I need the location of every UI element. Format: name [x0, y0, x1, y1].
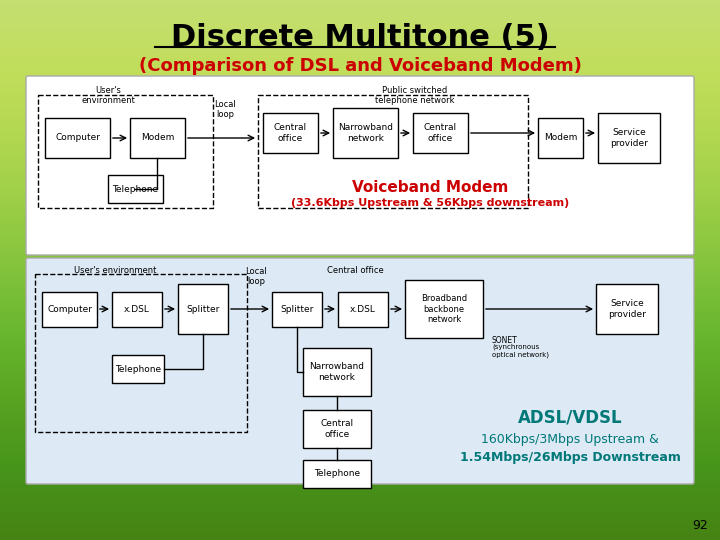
Text: (33.6Kbps Upstream & 56Kbps downstream): (33.6Kbps Upstream & 56Kbps downstream) [291, 198, 569, 208]
Bar [263, 113, 318, 153]
Bar [303, 348, 371, 396]
Bar [333, 108, 398, 158]
Bar [272, 292, 322, 327]
Text: (synchronous
optical network): (synchronous optical network) [492, 344, 549, 358]
Text: Service
provider: Service provider [610, 129, 648, 148]
Text: 160Kbps/3Mbps Upstream &: 160Kbps/3Mbps Upstream & [481, 434, 659, 447]
Text: Local
loop: Local loop [245, 267, 267, 286]
Text: Service
provider: Service provider [608, 299, 646, 319]
Bar [303, 410, 371, 448]
Text: Broadband
backbone
network: Broadband backbone network [421, 294, 467, 324]
Text: Modem: Modem [141, 133, 174, 143]
Text: Central
office: Central office [424, 123, 457, 143]
Bar [413, 113, 468, 153]
Text: (Comparison of DSL and Voiceband Modem): (Comparison of DSL and Voiceband Modem) [138, 57, 582, 75]
Text: Central
office: Central office [274, 123, 307, 143]
Text: User's
environment: User's environment [81, 86, 135, 105]
Bar [112, 292, 162, 327]
Bar [38, 95, 213, 208]
Text: Splitter: Splitter [186, 305, 220, 314]
Text: Discrete Multitone (5): Discrete Multitone (5) [171, 24, 549, 52]
Text: Computer: Computer [47, 305, 92, 314]
Text: x.DSL: x.DSL [124, 305, 150, 314]
Text: Splitter: Splitter [280, 305, 314, 314]
Text: Modem: Modem [544, 133, 577, 143]
Text: 92: 92 [692, 519, 708, 532]
Text: Public switched
telephone network: Public switched telephone network [375, 86, 455, 105]
Text: 1.54Mbps/26Mbps Downstream: 1.54Mbps/26Mbps Downstream [459, 450, 680, 463]
Text: ADSL/VDSL: ADSL/VDSL [518, 409, 622, 427]
Bar [108, 175, 163, 203]
Bar [45, 118, 110, 158]
Text: Local
loop: Local loop [214, 100, 236, 119]
Text: SONET: SONET [492, 336, 518, 345]
Bar [35, 274, 247, 432]
Bar [598, 113, 660, 163]
Text: Central
office: Central office [320, 419, 354, 438]
Text: Telephone: Telephone [314, 469, 360, 478]
Text: Telephone: Telephone [115, 364, 161, 374]
FancyBboxPatch shape [26, 258, 694, 484]
Text: User's environment: User's environment [74, 266, 156, 275]
Bar [178, 284, 228, 334]
Bar [303, 460, 371, 488]
Bar [130, 118, 185, 158]
Text: Computer: Computer [55, 133, 100, 143]
Bar [338, 292, 388, 327]
Text: Narrowband
network: Narrowband network [338, 123, 393, 143]
Bar [405, 280, 483, 338]
Text: Voiceband Modem: Voiceband Modem [352, 180, 508, 195]
Bar [538, 118, 583, 158]
Text: Central office: Central office [327, 266, 383, 275]
Bar [258, 95, 528, 208]
Text: Telephone: Telephone [112, 185, 158, 193]
FancyBboxPatch shape [26, 76, 694, 255]
Text: Narrowband
network: Narrowband network [310, 362, 364, 382]
Text: x.DSL: x.DSL [350, 305, 376, 314]
Bar [112, 355, 164, 383]
Bar [42, 292, 97, 327]
Bar [596, 284, 658, 334]
